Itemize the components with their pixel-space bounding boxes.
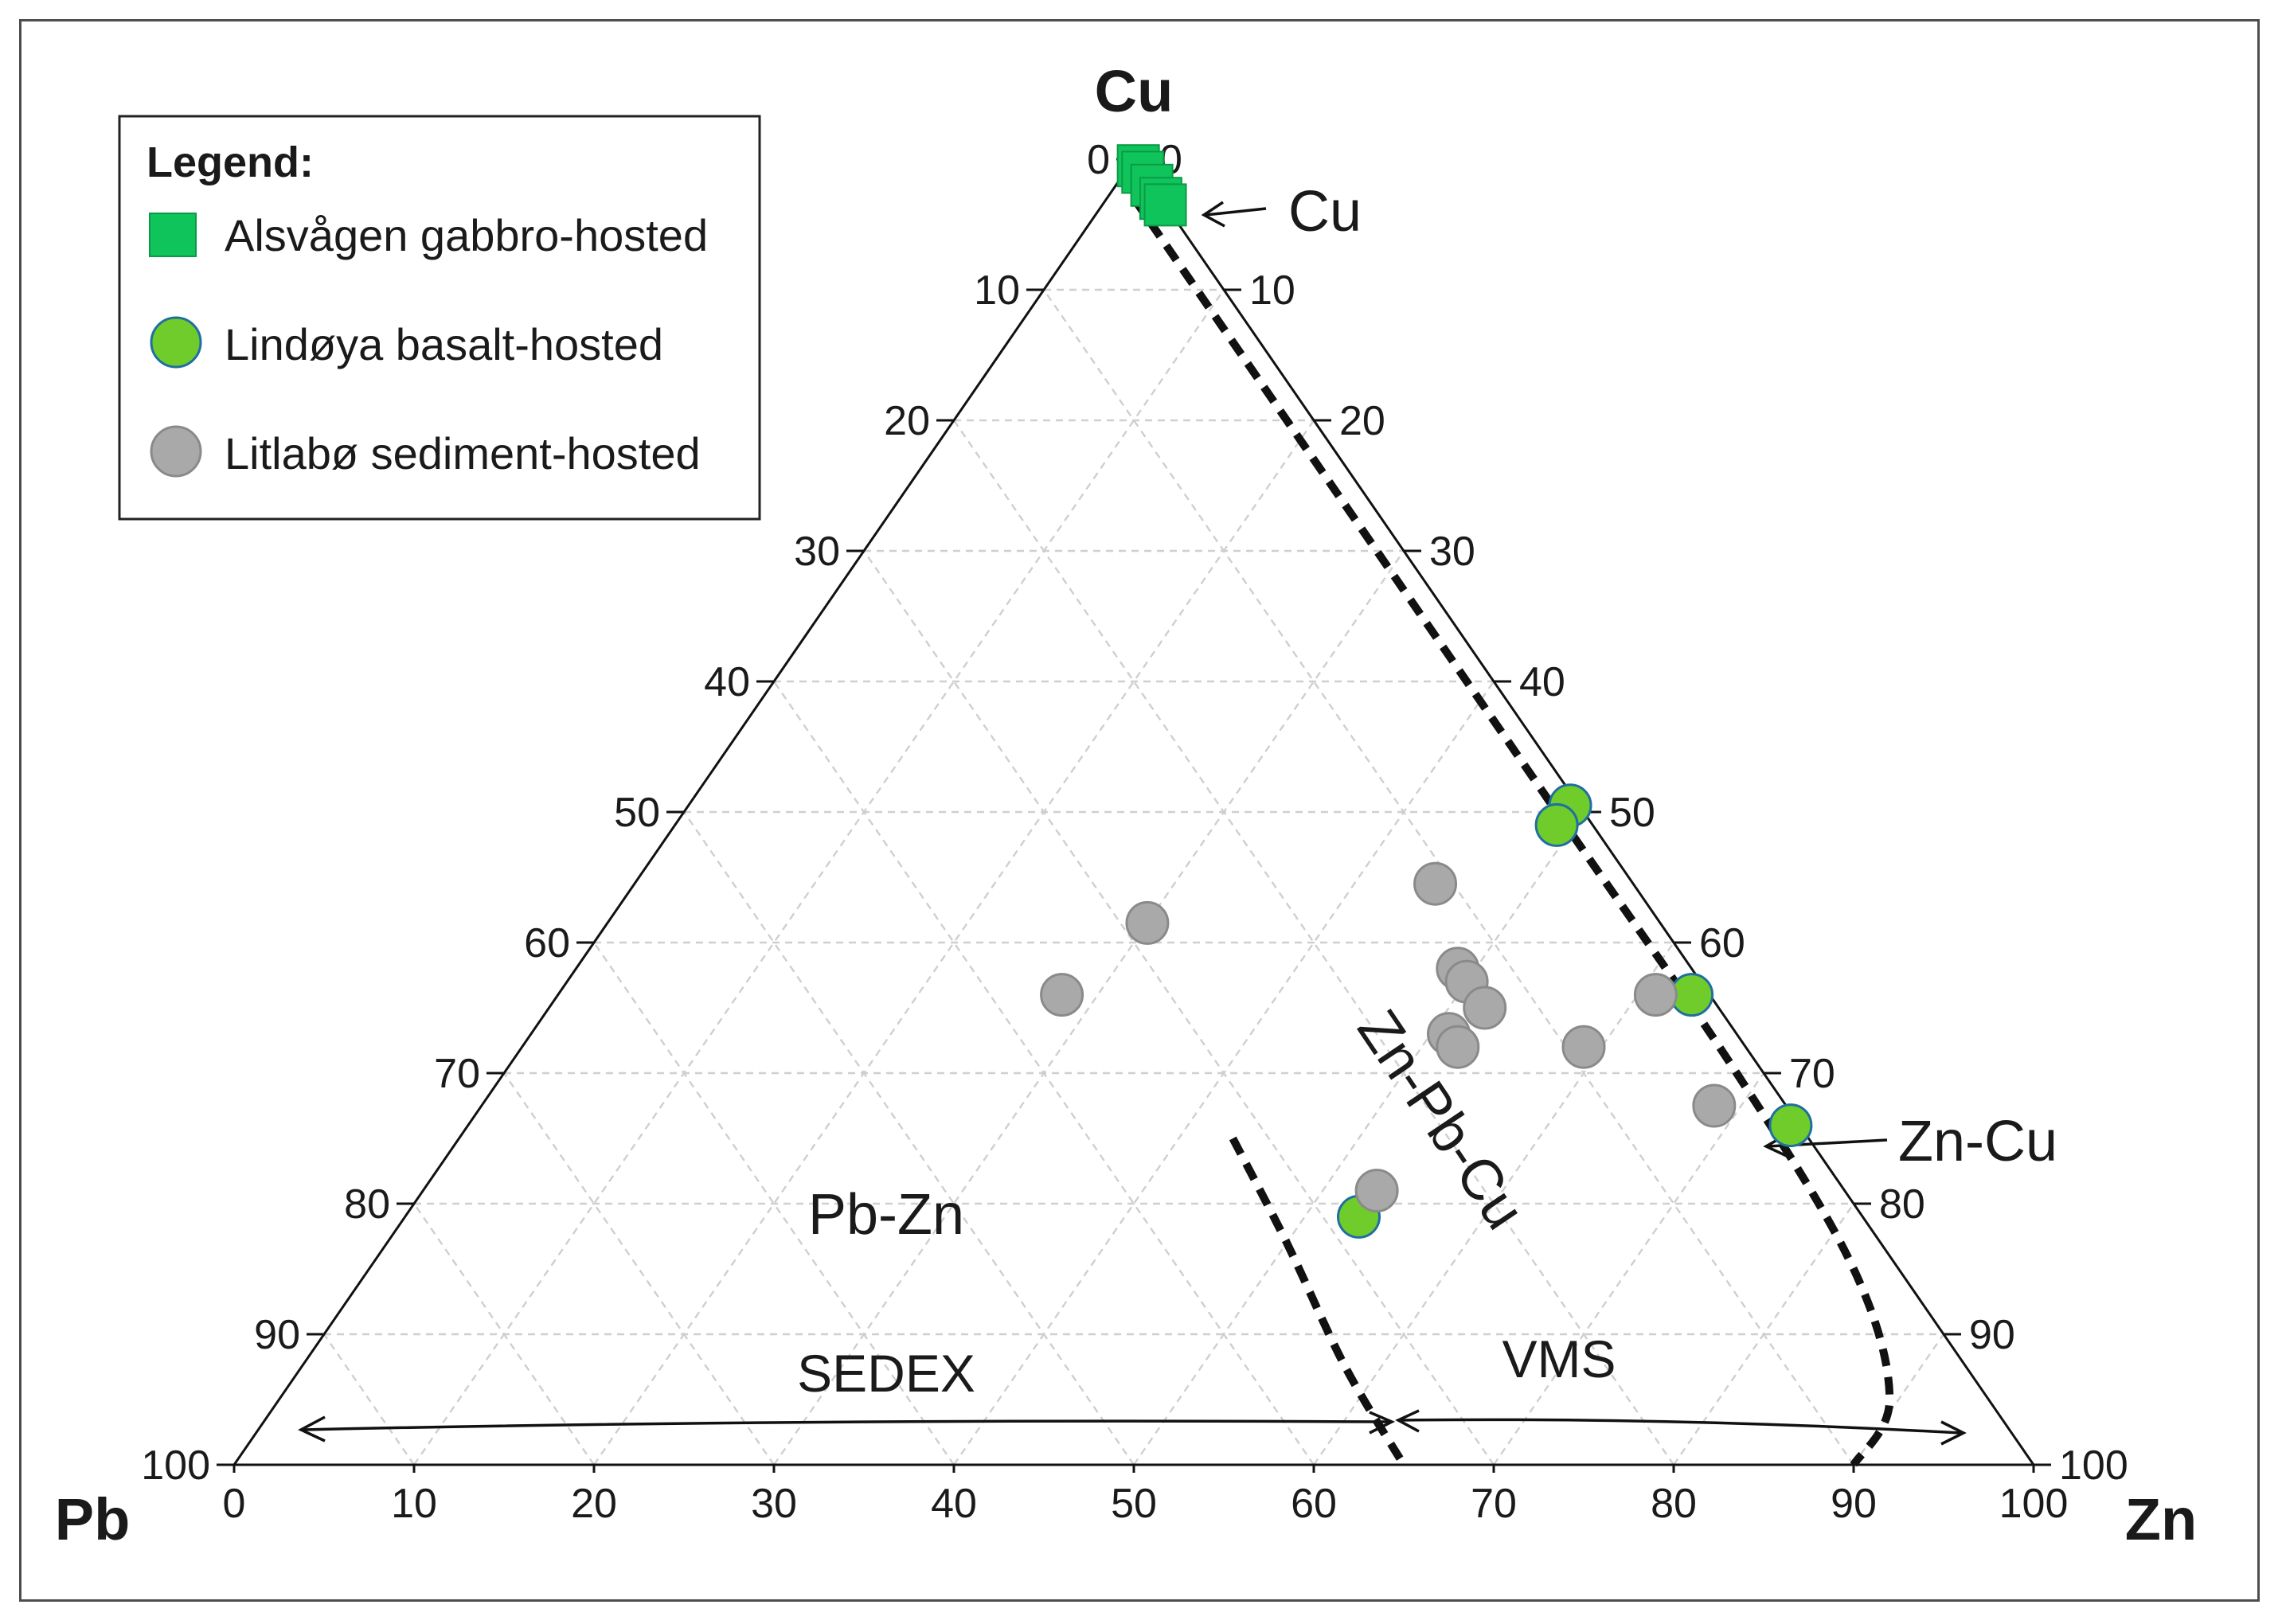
tick-label-left: 80 (344, 1181, 390, 1228)
tick-label-right: 10 (1249, 267, 1295, 314)
corner-label-cu: Cu (1095, 58, 1174, 124)
cu-annotation-label: Cu (1288, 180, 1362, 244)
data-points (1040, 144, 1813, 1239)
tick-label-left: 20 (884, 398, 930, 444)
tick-label-right: 20 (1339, 398, 1385, 444)
legend-title: Legend: (147, 139, 314, 186)
boundary-line-0 (1130, 196, 1894, 1467)
tick-label-bottom: 70 (1471, 1481, 1517, 1527)
data-point-litlabo (1413, 861, 1458, 906)
grid-line-pb (863, 550, 1495, 1466)
tick-label-bottom: 60 (1291, 1481, 1337, 1527)
tick-label-left: 40 (704, 659, 750, 705)
region-label-pbzn: Pb-Zn (808, 1183, 964, 1247)
tick-label-left: 50 (614, 790, 660, 836)
data-point-litlabo (1436, 1025, 1480, 1069)
data-point-litlabo (1692, 1083, 1737, 1128)
corner-label-zn: Zn (2125, 1486, 2197, 1552)
boundaries (1130, 196, 1894, 1467)
tick-label-bottom: 90 (1831, 1481, 1877, 1527)
vms-range-arrowhead-right (1940, 1420, 1967, 1446)
tick-label-right: 50 (1609, 790, 1655, 836)
tick-label-bottom: 10 (391, 1481, 437, 1527)
tick-label-bottom: 20 (571, 1481, 617, 1527)
sedex-range-arrowhead-right (1369, 1411, 1396, 1435)
legend-marker-lindoya (150, 316, 202, 369)
tick-label-left: 100 (141, 1442, 210, 1489)
grid-line-zn (773, 550, 1405, 1466)
tick-label-right: 90 (1969, 1312, 2015, 1358)
sedex-range-arrowhead-left (298, 1415, 326, 1442)
corner-label-pb: Pb (55, 1486, 131, 1552)
zncu-annotation-label: Zn-Cu (1898, 1110, 2057, 1173)
grid-line-pb (593, 942, 955, 1466)
grid-line-zn (1493, 1072, 1764, 1466)
tick-label-left: 10 (974, 267, 1020, 314)
legend-label-lindoya: Lindøya basalt-hosted (225, 319, 663, 369)
legend-box (118, 115, 761, 521)
legend-label-litlabo: Litlabø sediment-hosted (225, 428, 701, 478)
tick-label-bottom: 30 (751, 1481, 797, 1527)
grid-line-pb (323, 1333, 415, 1466)
tick-label-right: 80 (1879, 1181, 1925, 1228)
tick-label-left: 60 (524, 920, 570, 966)
region-label-vms: VMS (1502, 1329, 1616, 1388)
grid-line-zn (1853, 1333, 1944, 1466)
data-point-lindoya (1768, 1103, 1813, 1148)
sedex-range-arrow (302, 1419, 1389, 1431)
legend-marker-alsvagen (149, 213, 197, 257)
data-point-litlabo (1125, 900, 1170, 945)
tick-label-bottom: 50 (1111, 1481, 1157, 1527)
grid-line-zn (1313, 942, 1674, 1466)
tick-label-bottom: 40 (931, 1481, 977, 1527)
tick-label-right: 100 (2059, 1442, 2128, 1489)
data-point-alsvagen (1143, 183, 1187, 227)
grid-line-pb (503, 1072, 775, 1466)
grid-line-pb (683, 811, 1135, 1466)
data-point-litlabo (1354, 1169, 1399, 1213)
data-point-litlabo (1561, 1025, 1606, 1069)
grid-line-zn (1133, 811, 1585, 1466)
grid-line-zn (413, 289, 1225, 1466)
cu-annotation-arrowhead (1201, 201, 1225, 228)
tick-label-right: 40 (1519, 659, 1565, 705)
tick-label-right: 30 (1429, 529, 1475, 575)
tick-label-left: 90 (254, 1312, 300, 1358)
region-label-sedex: SEDEX (797, 1344, 975, 1403)
data-point-lindoya (1534, 802, 1579, 847)
cu-annotation-arrow (1205, 207, 1267, 217)
boundary-line-1 (1229, 1136, 1408, 1467)
ticks: 0 0 100 10 10 90 20 20 80 30 30 70 40 40 60 50 50 50 60 60 4… (141, 137, 2128, 1527)
data-point-litlabo (1633, 973, 1678, 1017)
legend: Legend: Alsvågen gabbro-hosted Lindøya b… (118, 115, 761, 521)
tick-label-left: 30 (794, 529, 840, 575)
tick-label-left: 70 (434, 1051, 480, 1097)
grid-line-pb (413, 1203, 595, 1466)
tick-label-right: 70 (1789, 1051, 1835, 1097)
vms-range-arrow (1401, 1418, 1961, 1435)
legend-marker-litlabo (150, 425, 202, 478)
vms-range-arrowhead-left (1395, 1409, 1420, 1433)
tick-label-bottom: 100 (1999, 1481, 2069, 1527)
data-point-litlabo (1040, 973, 1084, 1017)
legend-label-alsvagen: Alsvågen gabbro-hosted (225, 210, 708, 260)
tick-label-right: 60 (1699, 920, 1745, 966)
tick-label-bottom: 0 (223, 1481, 246, 1527)
tick-label-bottom: 80 (1651, 1481, 1697, 1527)
data-point-litlabo (1463, 986, 1507, 1030)
tick-label-left: 0 (1087, 137, 1110, 183)
